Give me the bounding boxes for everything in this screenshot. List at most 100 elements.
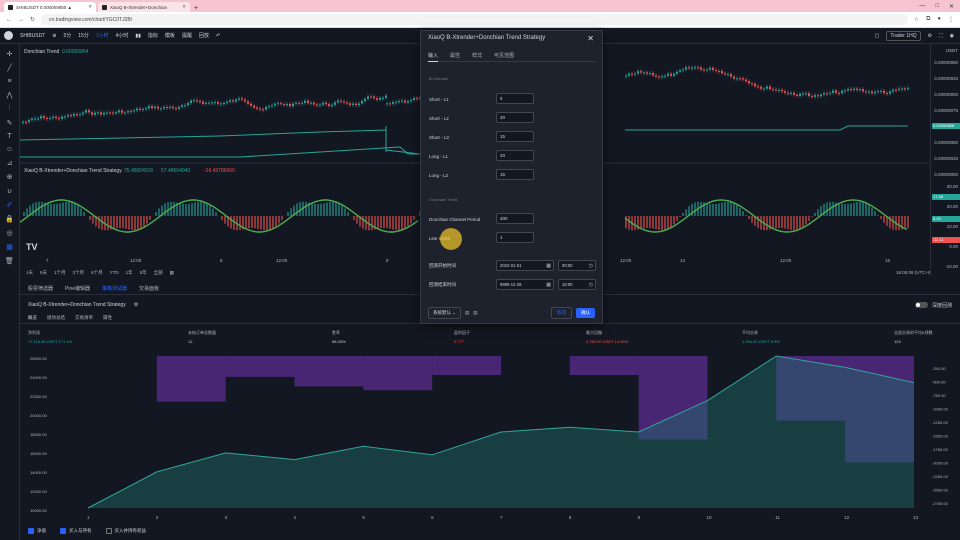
fib-icon[interactable]: ⫶ [8,105,11,112]
trendline-icon[interactable]: ╱ [7,65,12,72]
end-date-input[interactable]: 9999-12-28 ▦ [496,279,554,290]
defaults-button[interactable]: 系统默认 ⌄ [428,307,462,319]
calendar-icon[interactable]: ▦ [546,263,551,269]
crosshair-icon[interactable]: ✛ [6,51,13,58]
cancel-button[interactable]: 取消 [551,307,572,319]
close-tab-icon[interactable]: ✕ [182,4,186,9]
close-icon[interactable]: ✕ [587,34,594,43]
emoji-icon[interactable]: ☺ [5,146,14,153]
long-l1-input[interactable]: 20 [496,150,534,161]
deep-backtest-toggle[interactable] [914,302,928,308]
trash-icon[interactable]: 🗑 [5,258,14,265]
tab-trading-panel[interactable]: 交易面板 [139,286,160,292]
range-1d[interactable]: 1天 [26,270,34,275]
dialog-tab-inputs[interactable]: 输入 [428,52,439,62]
copy-icon[interactable]: ▤ [465,310,470,315]
settings-icon[interactable]: ⚙ [927,32,933,39]
interval-4h[interactable]: 4小时 [115,33,129,39]
clock-icon[interactable]: ◷ [588,282,593,288]
start-date-input[interactable]: 2022-01-01 ▦ [496,260,554,271]
subtab-trades[interactable]: 交易清单 [75,315,93,320]
chart-type-icon[interactable]: ▮▮ [135,32,141,39]
ruler-icon[interactable]: ⊿ [6,160,13,167]
eye-icon[interactable]: ◎ [6,230,13,237]
subtab-performance[interactable]: 绩效总结 [47,315,65,320]
replay-button[interactable]: 回放 [198,33,209,39]
range-6m[interactable]: 6个月 [91,270,103,275]
profile-icon[interactable]: ● [937,16,941,22]
interval-1h[interactable]: 1小时 [95,33,109,39]
clock-icon[interactable]: ◷ [588,263,593,269]
range-ytd[interactable]: YTD [109,270,119,275]
symbol-search[interactable]: SHIBUSDT [20,32,46,39]
back-icon[interactable]: ← [6,16,12,23]
lock-drawing-icon[interactable]: ✐ [6,202,13,209]
browser-tab-1[interactable]: SHIBUSDT 0.000009850 ▲ ✕ [4,2,96,12]
strategy-name[interactable]: XiaoQ B-Xtrender+Donchian Trend Strategy [28,302,126,308]
ok-button[interactable]: 确认 [576,308,595,318]
camera-icon[interactable]: ◉ [949,32,954,39]
zoom-icon[interactable]: ⊕ [6,174,13,181]
price-axis[interactable]: USDT 0.00000950 0.00000925 0.00000900 0.… [930,44,960,276]
menu-icon[interactable]: ⋮ [948,17,954,23]
goto-date-icon[interactable]: ▦ [169,270,174,275]
add-symbol-icon[interactable]: ⊕ [52,32,57,39]
brush-icon[interactable]: ✎ [6,120,13,127]
tab-screener[interactable]: 股票筛选器 [28,286,54,292]
range-1y[interactable]: 1年 [125,270,133,275]
user-avatar[interactable] [4,31,13,40]
line-width-input[interactable]: 1 [496,232,534,243]
clock-readout[interactable]: 16:05:08 (UTC+8) [896,270,933,275]
interval-15m[interactable]: 15分 [78,33,89,39]
range-all[interactable]: 全部 [153,270,163,275]
lock-icon[interactable]: 🔒 [5,216,14,223]
forward-icon[interactable]: → [18,16,24,23]
start-time-input[interactable]: 00:00 ◷ [558,260,596,271]
object-tree-icon[interactable]: ▦ [6,244,13,251]
short-l1-input[interactable]: 5 [496,93,534,104]
horizontal-lines-icon[interactable]: ≡ [7,78,12,85]
paste-icon[interactable]: ▤ [473,310,478,315]
interval-5m[interactable]: 5分 [63,33,72,39]
dialog-tab-visibility[interactable]: 可见范围 [494,53,515,59]
equity-chart[interactable]: 26000.00 24000.00 22000.00 20000.00 18000.00… [20,352,960,522]
strategy-settings-icon[interactable]: ⚙ [133,302,139,308]
long-l2-input[interactable]: 15 [496,169,534,180]
indicators-button[interactable]: 指标 [147,33,158,39]
maximize-icon[interactable]: □ [935,2,939,9]
minimize-icon[interactable]: — [919,2,926,9]
subtab-properties[interactable]: 属性 [103,315,112,320]
new-tab-icon[interactable]: + [194,5,199,12]
extensions-icon[interactable]: ⧉ [926,16,931,22]
buyhold-equity-checkbox[interactable]: 买入并持有权益 [105,527,146,534]
fullscreen-icon[interactable]: ⛶ [939,32,943,39]
browser-tab-2[interactable]: XiaoQ B-Xtrender+Donchian ✕ [98,2,190,12]
close-window-icon[interactable]: ✕ [948,3,954,10]
tab-pine-editor[interactable]: Pine编辑器 [65,286,91,292]
subtab-overview[interactable]: 概览 [28,315,37,320]
dialog-tab-style[interactable]: 样式 [472,53,483,59]
layout-icon[interactable]: ▢ [874,32,880,39]
close-tab-icon[interactable]: ✕ [88,4,92,9]
reload-icon[interactable]: ↻ [30,17,36,23]
star-icon[interactable]: ☆ [913,17,920,23]
equity-checkbox[interactable]: 净值 [28,527,46,534]
buyhold-checkbox[interactable]: 买入与持有 [60,527,92,534]
range-5d[interactable]: 5天 [40,270,48,275]
text-icon[interactable]: T [7,133,12,140]
undo-icon[interactable]: ↶ [215,32,221,39]
range-5y[interactable]: 5年 [139,270,147,275]
dialog-tab-properties[interactable]: 属性 [450,53,461,59]
short-l3-input[interactable]: 15 [496,131,534,142]
trade-button[interactable]: Trader 1HQ [886,30,921,41]
magnet-icon[interactable]: ∪ [6,188,13,195]
templates-button[interactable]: 模板 [164,33,175,39]
calendar-icon[interactable]: ▦ [546,282,551,288]
pattern-icon[interactable]: ⋀ [6,92,13,99]
short-l2-input[interactable]: 20 [496,112,534,123]
url-bar[interactable]: cn.tradingview.com/chart/YGC0TJ2B/ [41,14,908,25]
tab-strategy-tester[interactable]: 策略测试器 [102,286,128,292]
donchian-period-input[interactable]: 200 [496,213,534,224]
end-time-input[interactable]: 16:00 ◷ [558,279,596,290]
range-3m[interactable]: 3个月 [72,270,85,275]
